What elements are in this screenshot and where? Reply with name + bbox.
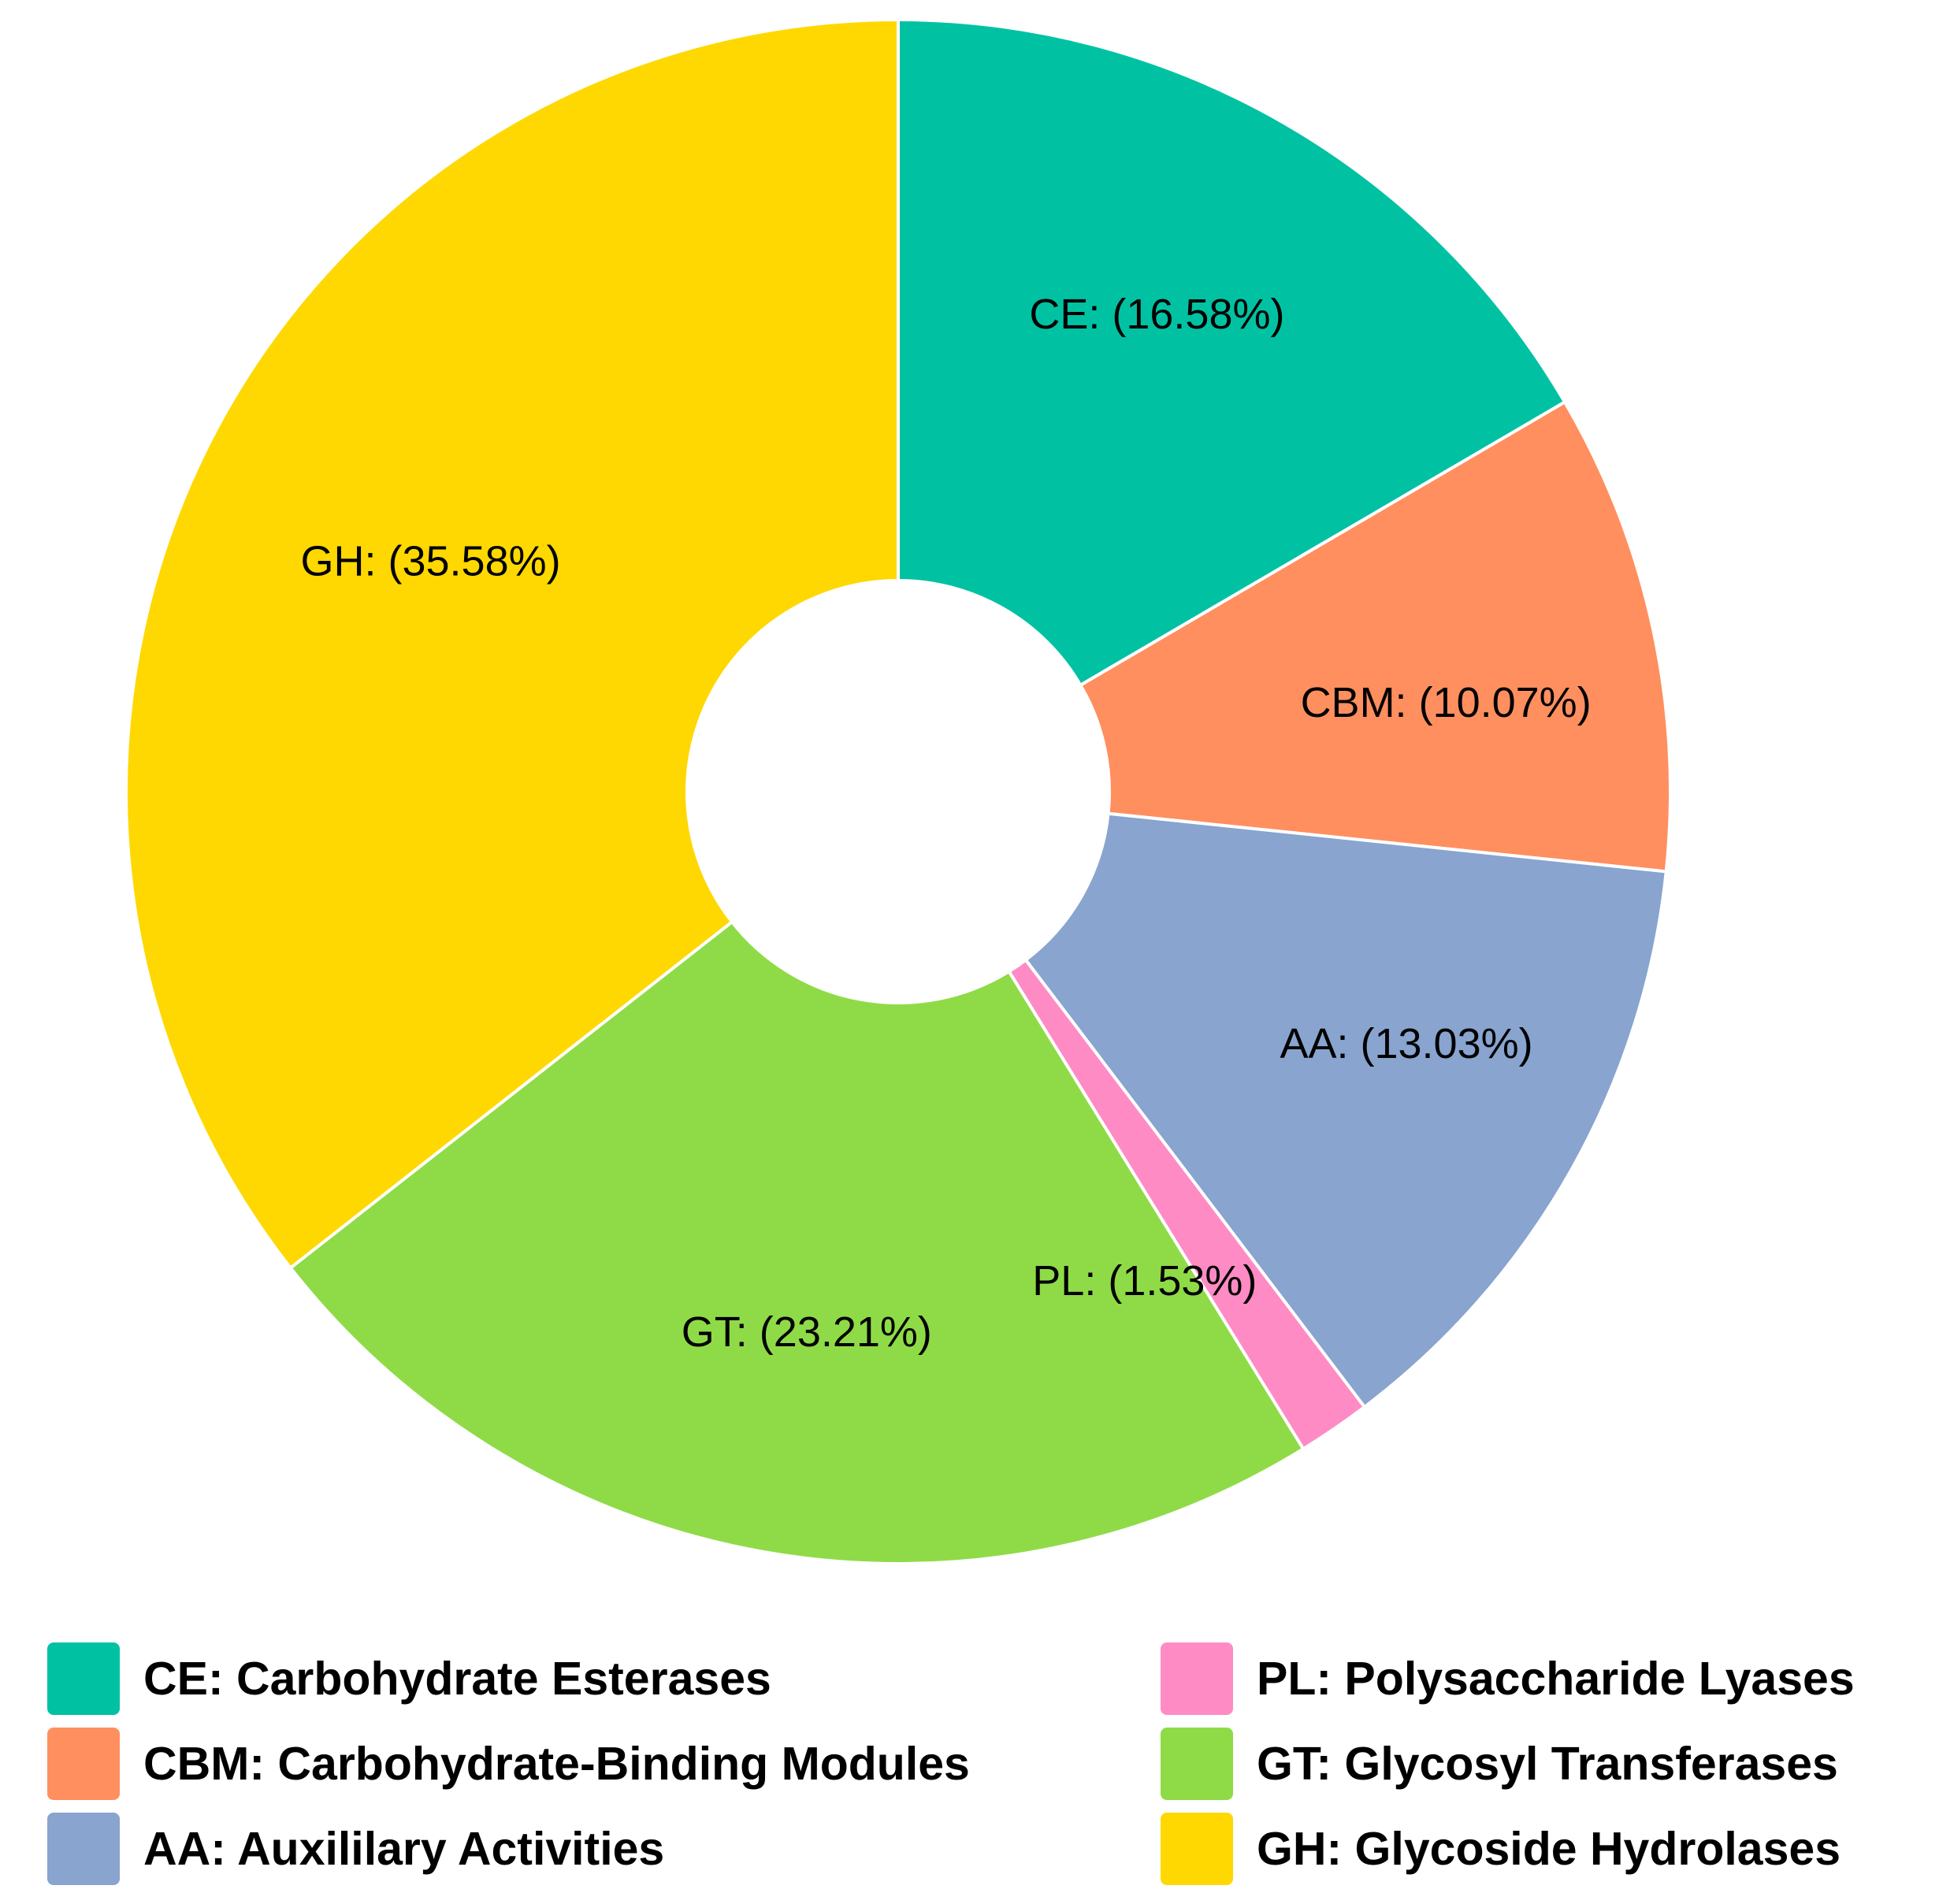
legend-item-pl: PL: Polysaccharide Lyases — [1161, 1642, 1855, 1715]
slice-gh — [124, 17, 900, 1271]
legend-swatch-ce — [47, 1642, 120, 1715]
legend-swatch-gh — [1161, 1813, 1233, 1885]
legend-swatch-cbm — [47, 1728, 120, 1800]
legend-item-gt: GT: Glycosyl Transferases — [1161, 1728, 1838, 1800]
legend-label-pl: PL: Polysaccharide Lyases — [1257, 1653, 1855, 1705]
legend-item-cbm: CBM: Carbohydrate-Binding Modules — [47, 1728, 970, 1800]
slice-labels: CE: (16.58%) CBM: (10.07%) AA: (13.03%) PL:… — [301, 291, 1592, 1356]
slice-ce — [897, 17, 1567, 688]
legend-item-gh: GH: Glycoside Hydrolases — [1161, 1813, 1841, 1885]
slice-cbm — [1078, 399, 1672, 874]
legend-label-gh: GH: Glycoside Hydrolases — [1257, 1823, 1841, 1875]
legend-label-aa: AA: Auxililary Activities — [143, 1823, 665, 1875]
legend-swatch-aa — [47, 1813, 120, 1885]
slice-label-gh: GH: (35.58%) — [301, 537, 561, 585]
slice-gt — [288, 919, 1306, 1565]
legend-item-aa: AA: Auxililary Activities — [47, 1813, 664, 1885]
legend-label-gt: GT: Glycosyl Transferases — [1257, 1738, 1838, 1790]
legend: CE: Carbohydrate Esterases CBM: Carbohyd… — [47, 1642, 1938, 1902]
legend-label-cbm: CBM: Carbohydrate-Binding Modules — [143, 1738, 970, 1790]
legend-label-ce: CE: Carbohydrate Esterases — [143, 1653, 771, 1705]
donut-chart: CE: (16.58%) CBM: (10.07%) AA: (13.03%) PL:… — [124, 17, 1672, 1565]
slice-label-cbm: CBM: (10.07%) — [1301, 679, 1592, 726]
legend-item-ce: CE: Carbohydrate Esterases — [47, 1642, 771, 1715]
slice-label-aa: AA: (13.03%) — [1280, 1020, 1532, 1067]
slice-aa — [1023, 811, 1668, 1409]
slice-label-pl: PL: (1.53%) — [1032, 1257, 1257, 1305]
slice-label-gt: GT: (23.21%) — [682, 1308, 932, 1356]
legend-swatch-gt — [1161, 1728, 1233, 1800]
donut-slices — [124, 17, 1672, 1565]
legend-swatch-pl — [1161, 1642, 1233, 1715]
slice-label-ce: CE: (16.58%) — [1029, 291, 1284, 338]
